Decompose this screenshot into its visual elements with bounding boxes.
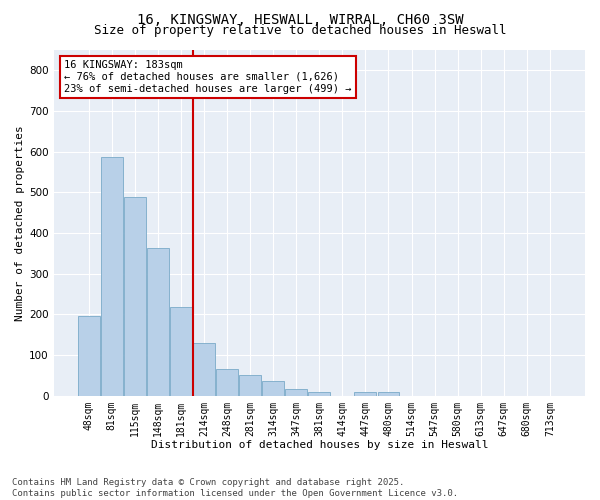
Bar — [286, 389, 307, 396]
Bar — [216, 370, 238, 396]
Bar — [239, 376, 261, 396]
Bar — [170, 307, 192, 396]
Bar — [78, 316, 100, 396]
Bar — [101, 156, 123, 396]
Text: 16 KINGSWAY: 183sqm
← 76% of detached houses are smaller (1,626)
23% of semi-det: 16 KINGSWAY: 183sqm ← 76% of detached ho… — [64, 60, 352, 94]
Bar — [355, 392, 376, 396]
Bar — [147, 248, 169, 396]
Bar — [193, 343, 215, 396]
Text: 16, KINGSWAY, HESWALL, WIRRAL, CH60 3SW: 16, KINGSWAY, HESWALL, WIRRAL, CH60 3SW — [137, 12, 463, 26]
Text: Contains HM Land Registry data © Crown copyright and database right 2025.
Contai: Contains HM Land Registry data © Crown c… — [12, 478, 458, 498]
Bar — [308, 392, 330, 396]
Y-axis label: Number of detached properties: Number of detached properties — [15, 125, 25, 320]
Bar — [124, 197, 146, 396]
Bar — [377, 392, 400, 396]
Text: Size of property relative to detached houses in Heswall: Size of property relative to detached ho… — [94, 24, 506, 37]
Bar — [262, 381, 284, 396]
X-axis label: Distribution of detached houses by size in Heswall: Distribution of detached houses by size … — [151, 440, 488, 450]
